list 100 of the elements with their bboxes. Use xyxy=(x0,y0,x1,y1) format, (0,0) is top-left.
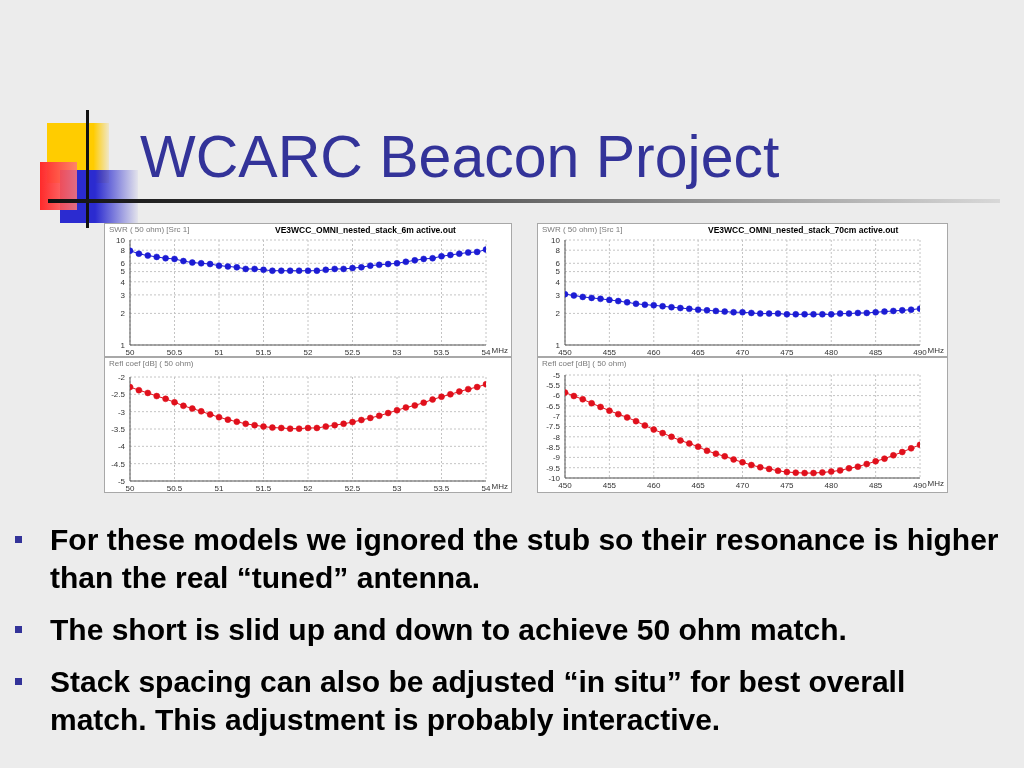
point xyxy=(783,311,791,318)
point xyxy=(854,309,862,317)
x-tick-label: 51.5 xyxy=(255,347,272,357)
x-axis-title: MHz xyxy=(491,482,508,492)
point xyxy=(703,447,711,455)
point xyxy=(286,267,294,274)
point xyxy=(757,464,764,471)
point xyxy=(792,311,799,318)
point xyxy=(367,262,374,269)
point xyxy=(774,467,782,475)
point xyxy=(836,310,844,317)
x-tick-label: 470 xyxy=(735,480,750,490)
point xyxy=(180,402,187,410)
point xyxy=(641,301,649,308)
x-axis-title: MHz xyxy=(491,346,508,356)
point xyxy=(331,421,338,429)
point xyxy=(739,309,746,316)
x-tick-label: 51.5 xyxy=(255,483,272,493)
text: For these models we ignored the stub so their resonance is higher than the real “tuned” antenna. xyxy=(50,522,1000,596)
x-tick-label: 51 xyxy=(214,483,224,493)
point xyxy=(615,297,622,305)
point xyxy=(340,420,347,428)
point xyxy=(349,264,356,272)
point xyxy=(694,306,702,313)
point xyxy=(863,460,870,468)
x-axis-title: MHz xyxy=(927,479,944,489)
point xyxy=(694,443,702,450)
x-tick-label: 52.5 xyxy=(344,347,361,357)
x-axis-title: MHz xyxy=(927,346,944,356)
point xyxy=(757,310,764,317)
y-tick-label: -2.5 xyxy=(111,390,126,400)
point xyxy=(801,311,808,318)
point xyxy=(632,300,640,308)
point xyxy=(792,469,799,476)
point xyxy=(358,416,365,424)
point xyxy=(677,304,684,312)
point xyxy=(473,248,481,256)
point xyxy=(464,385,472,393)
y-tick-label: -4.5 xyxy=(111,459,126,469)
point xyxy=(473,383,481,391)
y-axis-title: SWR ( 50 ohm) [Src 1] xyxy=(542,225,623,235)
text: WCARC Beacon Project xyxy=(140,124,780,190)
point xyxy=(881,308,888,315)
point xyxy=(197,408,205,415)
point xyxy=(295,267,303,274)
point xyxy=(144,252,152,259)
point xyxy=(411,402,419,409)
point xyxy=(650,426,657,433)
point xyxy=(703,307,711,314)
x-tick-label: 52.5 xyxy=(344,483,361,493)
y-tick-label: -3 xyxy=(117,407,126,417)
y-tick-label: -2 xyxy=(117,372,126,382)
point xyxy=(189,405,196,412)
x-tick-label: 490 xyxy=(913,480,928,490)
point xyxy=(872,309,879,316)
point xyxy=(420,255,427,263)
x-tick-label: 50 xyxy=(125,483,135,493)
y-tick-label: 8 xyxy=(120,246,126,256)
point xyxy=(845,465,853,472)
point xyxy=(402,258,410,266)
x-tick-label: 54 xyxy=(481,347,491,357)
point xyxy=(615,410,622,418)
point xyxy=(668,303,675,311)
y-tick-label: -4 xyxy=(117,442,126,452)
point xyxy=(588,399,595,407)
point xyxy=(393,260,401,267)
point xyxy=(224,416,232,423)
point xyxy=(588,294,595,302)
point xyxy=(650,302,657,309)
point xyxy=(171,399,178,406)
y-tick-label: -8 xyxy=(552,432,561,442)
y-tick-label: 6 xyxy=(555,259,561,269)
x-tick-label: 480 xyxy=(824,347,839,357)
point xyxy=(836,467,844,474)
point xyxy=(313,424,321,432)
x-tick-label: 53 xyxy=(392,483,402,493)
point xyxy=(748,309,755,317)
y-axis-title: Refl coef [dB] ( 50 ohm) xyxy=(542,359,627,369)
y-tick-label: -7.5 xyxy=(546,422,561,432)
x-tick-label: 53 xyxy=(392,347,402,357)
point xyxy=(570,292,578,299)
point xyxy=(278,267,285,274)
point xyxy=(233,418,241,425)
point xyxy=(384,409,392,417)
x-tick-label: 53.5 xyxy=(433,347,450,357)
y-tick-label: 5 xyxy=(555,267,561,277)
x-tick-label: 450 xyxy=(558,480,573,490)
y-tick-label: 10 xyxy=(551,235,561,245)
point xyxy=(447,251,454,259)
point xyxy=(215,262,223,269)
y-tick-label: -5.5 xyxy=(546,381,561,391)
x-tick-label: 52 xyxy=(303,347,313,357)
point xyxy=(322,423,330,430)
point xyxy=(456,388,463,395)
point xyxy=(438,253,445,260)
x-tick-label: 485 xyxy=(868,347,883,357)
point xyxy=(135,386,143,394)
point xyxy=(242,420,249,428)
point xyxy=(251,421,258,429)
point xyxy=(686,305,693,313)
